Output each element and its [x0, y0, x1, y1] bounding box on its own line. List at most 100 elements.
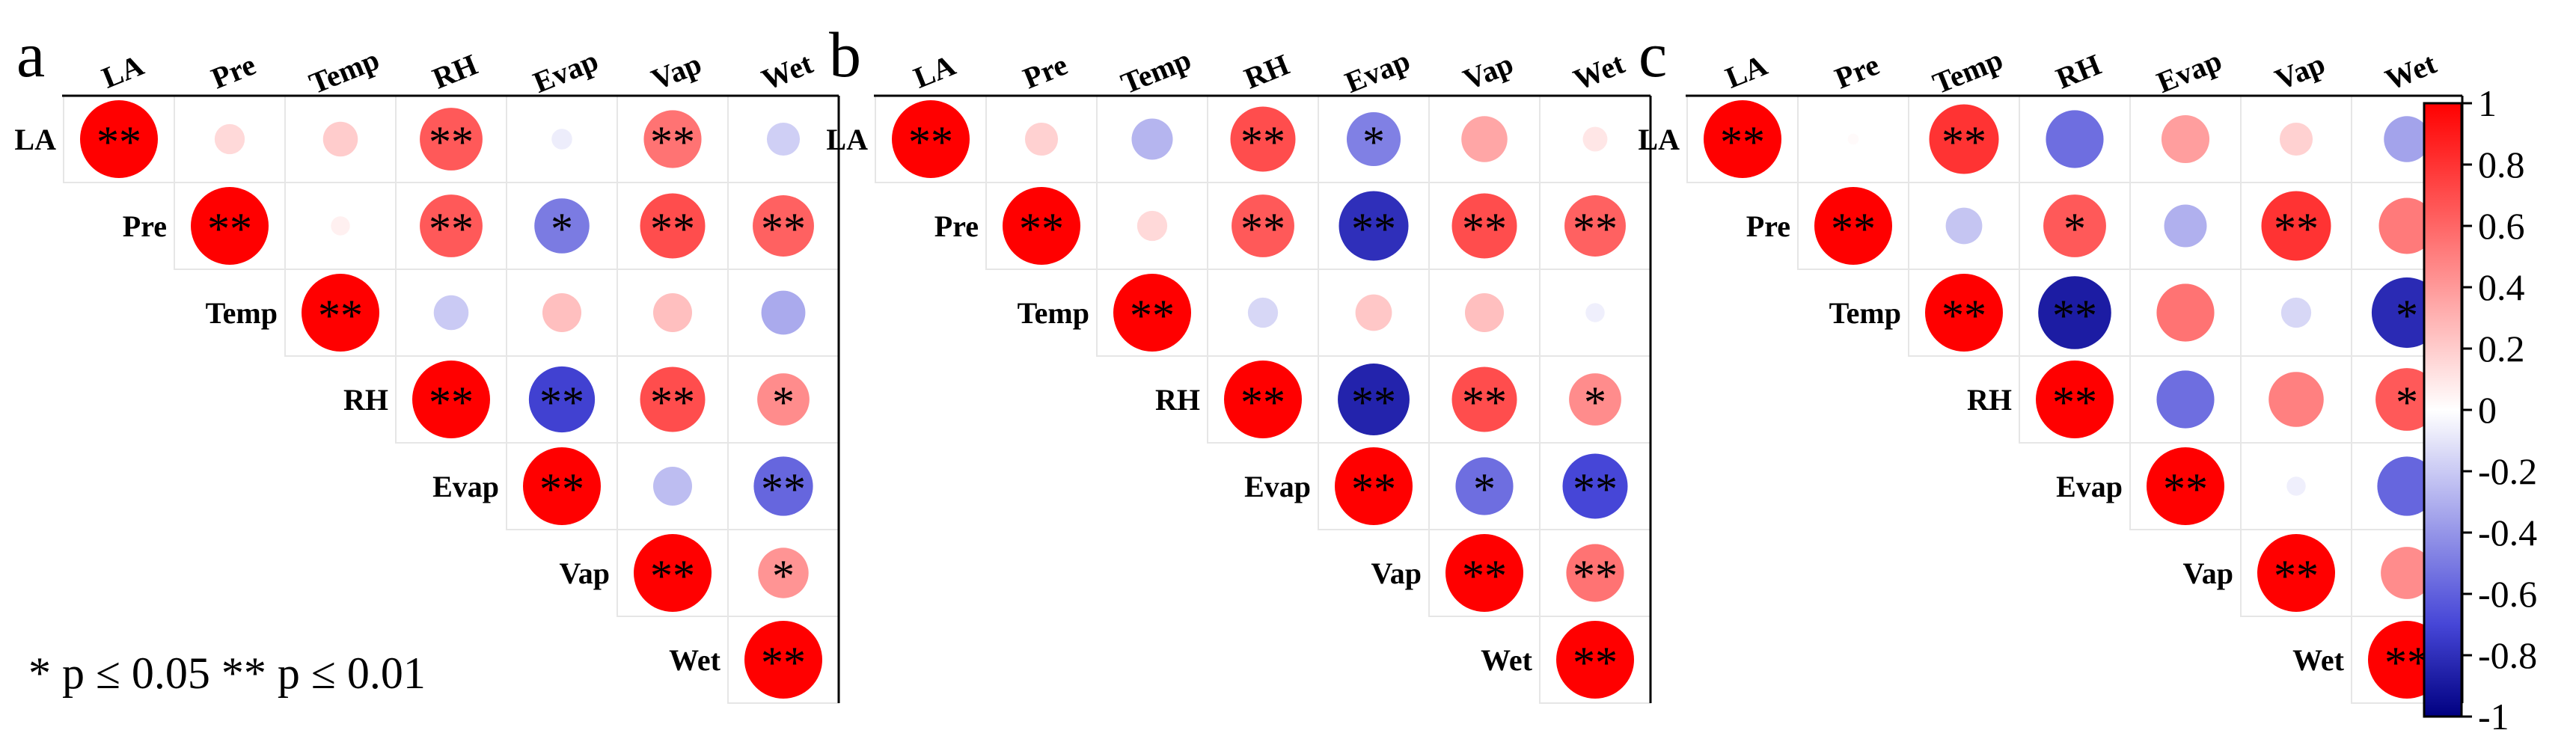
- significance-mark: **: [97, 117, 141, 167]
- col-label-wet: Wet: [757, 46, 818, 96]
- col-label-vap: Vap: [2270, 46, 2329, 96]
- col-label-vap: Vap: [1458, 46, 1517, 96]
- row-label-vap: Vap: [2183, 556, 2233, 590]
- significance-legend-note: * p ≤ 0.05 ** p ≤ 0.01: [28, 649, 426, 698]
- corr-circle-pre-rh: [420, 194, 483, 257]
- row-label-rh: RH: [1967, 383, 2012, 417]
- row-label-vap: Vap: [560, 556, 610, 590]
- corr-circle-la-la: [892, 100, 970, 178]
- col-label-wet: Wet: [1569, 46, 1630, 96]
- corr-circle-vap-wet: [1566, 544, 1624, 602]
- corr-circle-pre-vap: [2261, 191, 2331, 261]
- corr-circle-la-evap: [551, 129, 572, 150]
- corr-circle-wet-wet: [744, 621, 822, 699]
- colorbar-tick-label: 0: [2478, 389, 2497, 431]
- corr-circle-rh-wet: [2375, 368, 2438, 431]
- corr-circle-temp-evap: [542, 293, 581, 332]
- corr-circle-pre-pre: [191, 187, 269, 265]
- col-label-rh: RH: [2052, 47, 2105, 95]
- significance-mark: **: [1240, 204, 1285, 254]
- colorbar-gradient: [2423, 102, 2463, 718]
- significance-mark: **: [429, 117, 474, 167]
- corr-circle-pre-evap: [534, 198, 590, 254]
- significance-mark: *: [1473, 464, 1496, 514]
- significance-mark: **: [1573, 551, 1618, 601]
- significance-mark: **: [539, 378, 584, 427]
- row-label-temp: Temp: [1018, 296, 1089, 330]
- corr-circle-pre-wet: [2378, 197, 2435, 254]
- row-label-rh: RH: [1155, 383, 1200, 417]
- corr-circle-la-la: [1704, 100, 1781, 178]
- significance-mark: **: [761, 464, 806, 514]
- significance-mark: **: [1462, 204, 1507, 254]
- corr-circle-pre-evap: [1339, 191, 1409, 261]
- corr-circle-vap-vap: [1445, 534, 1523, 612]
- significance-mark: *: [1362, 117, 1385, 167]
- significance-mark: **: [1573, 638, 1618, 687]
- colorbar-tick-label: 1: [2478, 82, 2497, 124]
- corr-circle-rh-rh: [2036, 361, 2114, 438]
- corr-circle-temp-wet: [1585, 303, 1605, 322]
- corr-circle-la-rh: [1230, 106, 1296, 172]
- corr-circle-evap-vap: [653, 467, 692, 506]
- col-label-temp: Temp: [305, 43, 384, 101]
- corr-circle-pre-wet: [1564, 195, 1626, 257]
- corr-circle-la-vap: [1461, 116, 1508, 162]
- significance-mark: *: [2396, 291, 2418, 340]
- row-label-temp: Temp: [206, 296, 278, 330]
- corr-circle-rh-rh: [1224, 361, 1302, 438]
- row-label-rh: RH: [343, 383, 388, 417]
- corr-circle-vap-vap: [634, 534, 712, 612]
- corr-circle-evap-evap: [2147, 447, 2224, 525]
- corr-circle-pre-pre: [1814, 187, 1892, 265]
- significance-mark: *: [772, 551, 795, 601]
- corr-circle-la-vap: [643, 110, 702, 168]
- corr-circle-rh-evap: [1338, 364, 1410, 435]
- corr-circle-temp-vap: [2280, 297, 2312, 328]
- col-label-pre: Pre: [206, 48, 260, 96]
- panel-letter-c: c: [1639, 19, 1667, 91]
- row-label-wet: Wet: [2292, 643, 2345, 677]
- significance-mark: **: [429, 378, 474, 427]
- corr-circle-evap-wet: [753, 456, 813, 516]
- significance-mark: **: [2052, 378, 2097, 427]
- significance-mark: **: [650, 117, 695, 167]
- significance-mark: **: [1573, 204, 1618, 254]
- row-label-evap: Evap: [2056, 470, 2123, 503]
- row-label-la: LA: [14, 123, 56, 156]
- colorbar-tick-label: 0.4: [2478, 266, 2525, 308]
- corr-circle-pre-temp: [1136, 210, 1168, 242]
- significance-mark: *: [551, 204, 573, 254]
- col-label-temp: Temp: [1928, 43, 2007, 101]
- corr-circle-temp-wet: [761, 290, 806, 335]
- row-label-temp: Temp: [1829, 296, 1901, 330]
- colorbar-tick-label: -1: [2478, 696, 2509, 738]
- significance-mark: **: [2163, 464, 2208, 514]
- significance-mark: **: [429, 204, 474, 254]
- colorbar-tick-label: 0.8: [2478, 144, 2525, 186]
- colorbar-tick-label: -0.8: [2478, 634, 2537, 676]
- significance-mark: *: [2396, 378, 2418, 427]
- corr-circle-la-rh: [2046, 110, 2104, 168]
- significance-mark: **: [318, 291, 363, 340]
- col-label-rh: RH: [428, 47, 482, 95]
- corr-circle-la-temp: [1929, 104, 1999, 174]
- significance-mark: *: [2063, 204, 2086, 254]
- col-label-vap: Vap: [646, 46, 706, 96]
- corr-circle-rh-vap: [2268, 372, 2324, 427]
- corr-circle-rh-wet: [1569, 373, 1621, 426]
- significance-mark: **: [1462, 551, 1507, 601]
- col-label-pre: Pre: [1830, 48, 1884, 96]
- corr-circle-pre-rh: [1232, 194, 1294, 257]
- corr-circle-temp-rh: [2038, 276, 2111, 349]
- corr-circle-pre-wet: [753, 195, 814, 257]
- corr-circle-evap-evap: [1335, 447, 1413, 525]
- corr-circle-la-pre: [214, 123, 245, 155]
- corr-circle-temp-temp: [1925, 274, 2003, 352]
- significance-mark: **: [539, 464, 584, 514]
- col-label-evap: Evap: [1340, 43, 1414, 99]
- corr-circle-rh-evap: [2156, 370, 2215, 429]
- corr-circle-temp-temp: [1113, 274, 1191, 352]
- significance-mark: **: [1351, 464, 1396, 514]
